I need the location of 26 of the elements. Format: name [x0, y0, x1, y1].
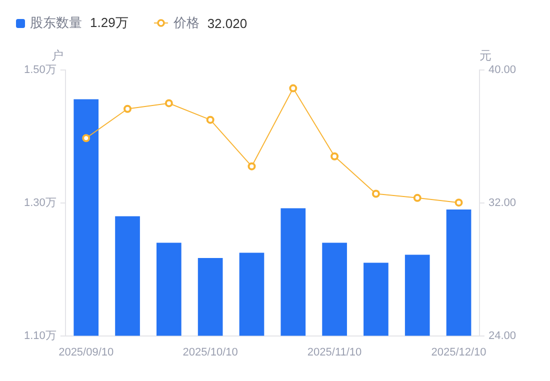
y2-tick-label: 32.00 — [488, 196, 516, 209]
point — [330, 152, 339, 160]
legend-label: 价格 — [173, 14, 200, 32]
point — [82, 134, 90, 142]
point — [289, 84, 298, 92]
x-tick-label: 2025/11/10 — [307, 346, 362, 358]
y-tick-label: 1.30万 — [24, 196, 56, 209]
legend-label: 股东数量 — [30, 14, 82, 32]
y2-tick-label: 24.00 — [488, 330, 516, 342]
point — [164, 99, 173, 108]
point — [206, 116, 214, 124]
y-axis-title: 户 — [51, 48, 64, 62]
point — [248, 162, 256, 170]
point — [454, 198, 463, 207]
y-tick-label: 1.50万 — [24, 64, 56, 76]
point — [413, 194, 422, 202]
y-tick-label: 1.10万 — [24, 330, 56, 342]
x-tick-label: 2025/09/10 — [58, 346, 114, 358]
x-tick-label: 2025/12/10 — [431, 346, 486, 358]
y2-axis-title: 元 — [479, 48, 492, 62]
point — [124, 104, 132, 113]
text: 1.29万 — [90, 14, 128, 32]
text: 32.020 — [207, 16, 248, 30]
point — [372, 190, 380, 198]
x-tick-label: 2025/10/10 — [182, 346, 238, 358]
y2-tick-label: 40.00 — [488, 64, 516, 76]
